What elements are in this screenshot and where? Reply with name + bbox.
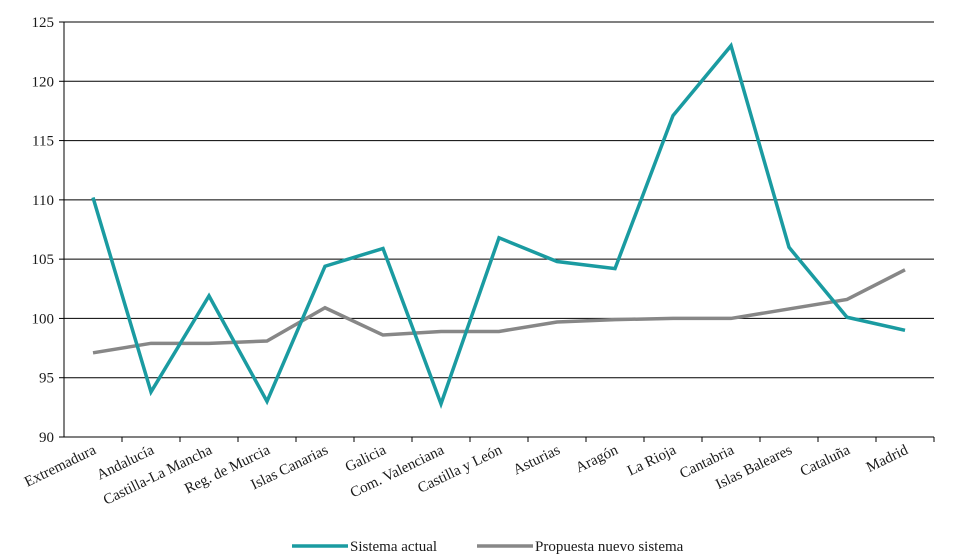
y-tick-labels: 90 95 100 105 110 115 120 125 <box>32 15 55 446</box>
x-tick-label: La Rioja <box>625 442 679 479</box>
y-tick-label: 115 <box>32 134 54 150</box>
x-tick-label: Asturias <box>511 442 563 478</box>
x-tick-label: Madrid <box>864 442 911 476</box>
legend: Sistema actual Propuesta nuevo sistema <box>292 539 684 555</box>
y-tick-label: 120 <box>32 74 55 90</box>
axes <box>59 21 935 442</box>
legend-label: Propuesta nuevo sistema <box>535 539 684 555</box>
x-tick-label: Extremadura <box>22 442 99 490</box>
x-tick-label: Aragón <box>573 442 621 476</box>
y-tick-label: 95 <box>39 371 54 387</box>
y-tick-label: 90 <box>39 430 54 446</box>
series-lines <box>91 42 906 409</box>
y-tick-label: 125 <box>32 15 55 31</box>
y-tick-label: 105 <box>32 252 55 268</box>
legend-label: Sistema actual <box>350 539 437 555</box>
y-tick-label: 110 <box>32 193 54 209</box>
gridlines <box>64 21 934 379</box>
y-tick-label: 100 <box>32 311 55 327</box>
series-line-sistema-actual <box>91 42 906 409</box>
series-line-propuesta-nuevo-sistema <box>92 268 906 355</box>
x-tick-label: Cataluña <box>798 442 853 480</box>
